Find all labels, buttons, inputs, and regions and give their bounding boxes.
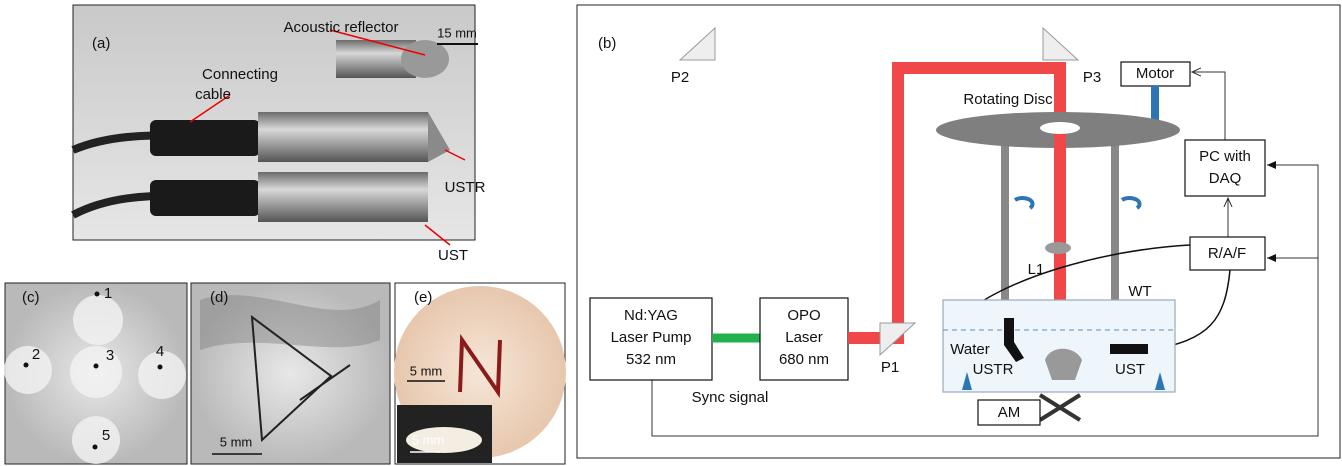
box-label: 680 nm	[779, 351, 829, 368]
label: Water	[950, 341, 989, 358]
box-label: OPO	[787, 307, 820, 324]
label: Acoustic reflector	[283, 19, 398, 36]
shape	[158, 365, 163, 370]
label: Connecting	[202, 66, 278, 83]
shape	[72, 416, 120, 464]
shape	[1040, 122, 1080, 134]
label: WT	[1128, 283, 1151, 300]
scale-label: 15 mm	[437, 25, 477, 40]
shape	[1045, 349, 1082, 380]
label: Sync signal	[692, 389, 769, 406]
panel-label: (a)	[92, 35, 110, 52]
shape	[258, 172, 428, 222]
shape	[1045, 242, 1071, 254]
shape	[150, 120, 260, 156]
shape	[1151, 86, 1159, 120]
label: UST	[438, 247, 468, 264]
label: P3	[1083, 69, 1101, 86]
box-label: PC with	[1199, 148, 1251, 165]
box-label: Laser Pump	[611, 329, 692, 346]
label: L1	[1028, 261, 1045, 278]
box-label: 532 nm	[626, 351, 676, 368]
shape	[95, 292, 100, 297]
label: P1	[881, 359, 899, 376]
box-label: Nd:YAG	[624, 307, 678, 324]
panel-label: (e)	[414, 289, 432, 306]
box-label: AM	[998, 404, 1021, 421]
shape	[93, 445, 98, 450]
scale-label: 5 mm	[220, 434, 253, 449]
shape	[94, 364, 99, 369]
shape	[1110, 344, 1148, 354]
box-label: Motor	[1136, 65, 1174, 82]
shape	[4, 346, 52, 394]
panel-d: (d) 5 mm	[191, 283, 390, 464]
box-label: Laser	[785, 329, 823, 346]
panel-label: (c)	[22, 289, 40, 306]
scale-label: 5 mm	[410, 363, 443, 378]
figure: (a) Acoustic reflector 15 mm Connecting …	[0, 0, 1342, 466]
point-label: 1	[104, 285, 112, 302]
scale-label: 5 mm	[412, 432, 445, 447]
panel-b: (b) P2 P3 P1 Motor Rotating Disc PC with…	[577, 5, 1340, 458]
panel-e: (e) 5 mm 5 mm	[394, 283, 566, 464]
label: cable	[195, 86, 231, 103]
panel-a: (a) Acoustic reflector 15 mm Connecting …	[73, 5, 486, 264]
label: Rotating Disc	[963, 91, 1053, 108]
shape	[73, 295, 123, 345]
label: USTR	[445, 179, 486, 196]
point-label: 5	[102, 427, 110, 444]
shape	[70, 346, 122, 398]
box-label: R/A/F	[1208, 245, 1246, 262]
label: P2	[671, 69, 689, 86]
point-label: 2	[32, 346, 40, 363]
shape	[150, 180, 260, 216]
panel-label: (b)	[598, 35, 616, 52]
panel-c: (c) 1 2 3 4 5	[4, 283, 187, 464]
point-label: 3	[106, 347, 114, 364]
panel-label: (d)	[210, 289, 228, 306]
point-label: 4	[156, 343, 164, 360]
label: UST	[1115, 361, 1145, 378]
box-label: DAQ	[1209, 170, 1242, 187]
label: USTR	[973, 361, 1014, 378]
shape	[24, 363, 29, 368]
page: (a) Acoustic reflector 15 mm Connecting …	[0, 0, 1342, 466]
shape	[258, 112, 428, 162]
shape	[401, 40, 449, 78]
shape	[1054, 130, 1066, 300]
